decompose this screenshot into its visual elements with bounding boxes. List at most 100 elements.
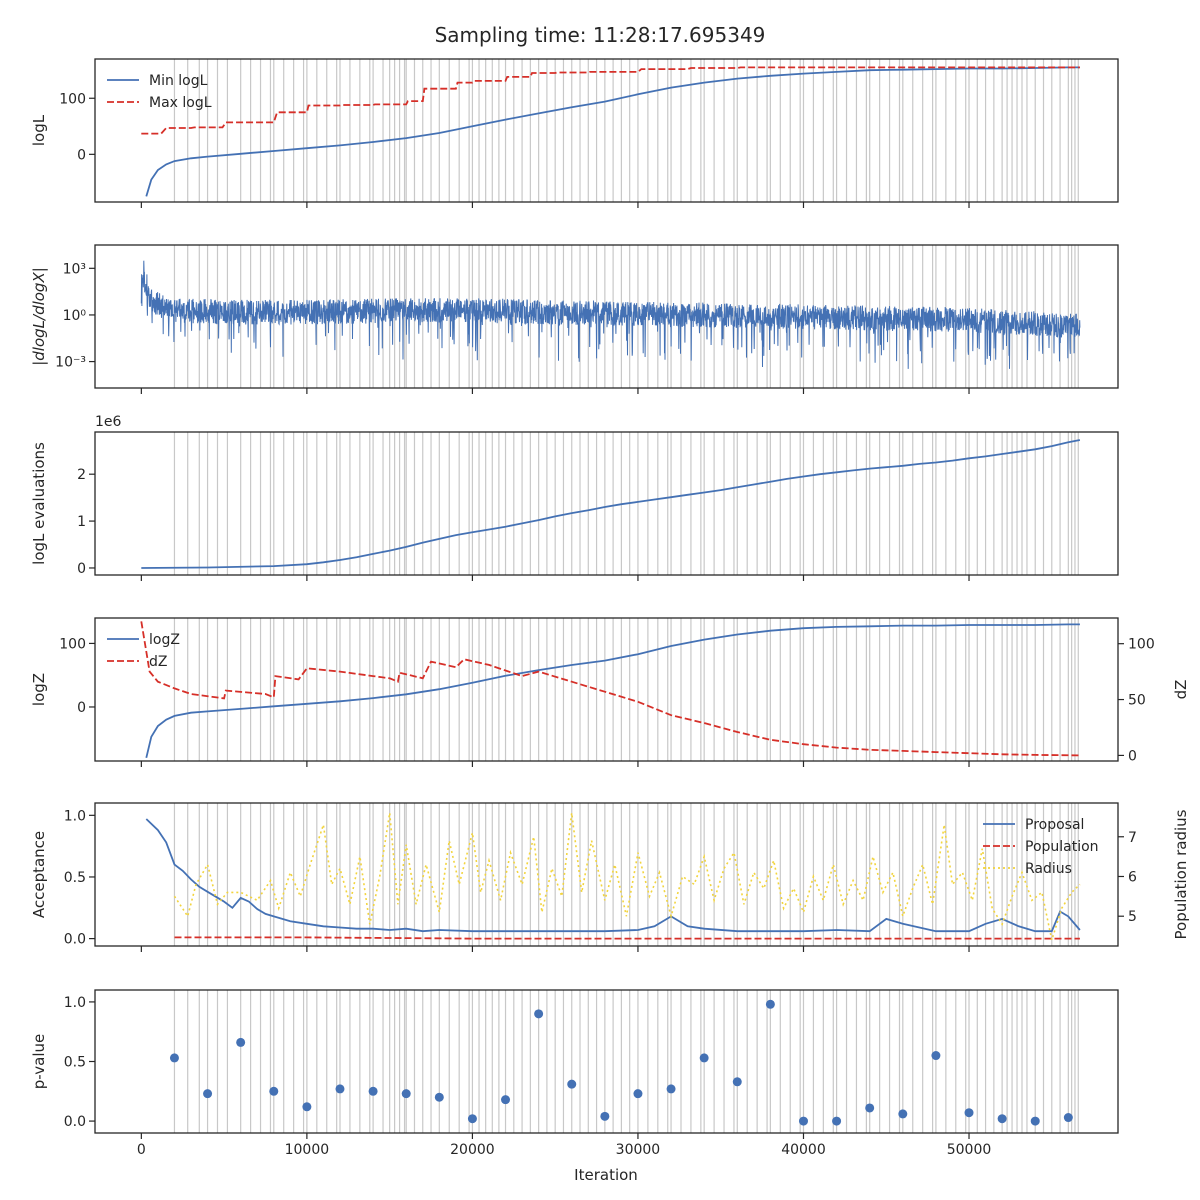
- data-point: [401, 1089, 411, 1099]
- event-lines: [173, 618, 1079, 761]
- x-tick-label: 50000: [947, 1142, 992, 1158]
- y-tick-label: 2: [77, 467, 86, 483]
- series-line: [145, 623, 1080, 759]
- x-tick-label: 20000: [450, 1142, 495, 1158]
- data-point: [666, 1084, 676, 1094]
- data-point: [269, 1086, 279, 1096]
- series-group: [140, 621, 1080, 759]
- data-point: [732, 1077, 742, 1087]
- panel-3: 0 1 2 logL evaluations 1e6: [30, 414, 1119, 581]
- data-point: [1030, 1116, 1040, 1126]
- series-group: [145, 812, 1081, 944]
- event-lines: [173, 432, 1079, 575]
- legend: Min logL Max logL: [107, 73, 212, 111]
- y-axis-label: logL: [30, 114, 48, 146]
- y-axis-ticks: 0 100: [59, 636, 95, 716]
- y-right-tick-label: 50: [1128, 693, 1146, 709]
- x-axis-ticks: [140, 946, 970, 952]
- x-axis-ticks: 0 10000 20000 30000 40000 50000: [137, 1133, 991, 1158]
- legend-entry-label: Radius: [1025, 861, 1072, 877]
- series-line: [145, 66, 1080, 197]
- y-axis-ticks: 10⁻³ 10⁰ 10³: [55, 261, 95, 371]
- panel-5: 0.0 0.5 1.0 5 6 7 Population radius Acceptance P…: [30, 802, 1190, 952]
- y-axis-ticks: 0 100: [59, 91, 95, 163]
- data-point: [203, 1089, 213, 1099]
- panel-1: 0 100 logL Min logL Max logL: [30, 58, 1119, 208]
- y-right-tick-label: 0: [1128, 748, 1137, 764]
- series-line: [140, 621, 1080, 757]
- data-point: [997, 1114, 1007, 1124]
- y-tick-label: 10⁰: [63, 308, 87, 324]
- y-tick-label: 0.0: [64, 1114, 86, 1130]
- y-tick-label: 100: [59, 91, 86, 107]
- x-axis-ticks: [140, 388, 970, 394]
- panel-2: 10⁻³ 10⁰ 10³ |dlogL/dlogX|: [30, 244, 1119, 394]
- legend-entry-label: logZ: [149, 632, 180, 648]
- x-axis-ticks: [140, 761, 970, 767]
- y-axis-ticks: 0.0 0.5 1.0: [64, 995, 95, 1130]
- data-point: [865, 1103, 875, 1113]
- series-line: [140, 260, 1081, 369]
- series-line: [141, 66, 1080, 135]
- legend-entry-label: Proposal: [1025, 817, 1084, 833]
- data-point: [501, 1095, 511, 1105]
- y-axis-label: logZ: [30, 673, 48, 706]
- data-point: [964, 1108, 974, 1118]
- y-axis-ticks: 0.0 0.5 1.0: [64, 808, 95, 948]
- series-group: [141, 439, 1081, 569]
- data-point: [633, 1089, 643, 1099]
- series-line: [173, 812, 1081, 944]
- x-axis-label: Iteration: [574, 1166, 638, 1184]
- data-point: [1063, 1113, 1073, 1123]
- y-right-tick-label: 100: [1128, 637, 1155, 653]
- x-axis-ticks: [140, 575, 970, 581]
- data-point: [898, 1109, 908, 1119]
- y-right-tick-label: 5: [1128, 909, 1137, 925]
- y-tick-label: 0.0: [64, 932, 86, 948]
- panel-6: 0.0 0.5 1.0 0 10000 20000 30000 40000 50000 p-val…: [30, 989, 1119, 1158]
- x-tick-label: 0: [137, 1142, 146, 1158]
- y-tick-label: 0.5: [64, 870, 86, 886]
- x-tick-label: 40000: [781, 1142, 826, 1158]
- y-right-axis-label: dZ: [1172, 680, 1190, 700]
- y-tick-label: 10⁻³: [55, 355, 86, 371]
- event-lines: [173, 59, 1079, 202]
- series-group: [141, 66, 1080, 197]
- data-point: [169, 1053, 179, 1063]
- series-line: [174, 936, 1080, 940]
- y-tick-label: 0: [77, 700, 86, 716]
- data-point: [236, 1037, 246, 1047]
- legend-entry-label: dZ: [149, 654, 167, 670]
- data-point: [302, 1102, 312, 1112]
- y-tick-label: 0: [77, 147, 86, 163]
- event-lines: [173, 803, 1079, 946]
- y-right-tick-label: 6: [1128, 869, 1137, 885]
- data-point: [567, 1079, 577, 1089]
- x-axis-ticks: [140, 202, 970, 208]
- y-tick-label: 100: [59, 636, 86, 652]
- y-tick-label: 1.0: [64, 808, 86, 824]
- data-point: [600, 1111, 610, 1121]
- y-tick-label: 1: [77, 514, 86, 530]
- axes-frame: [94, 802, 1119, 947]
- y-right-axis-label: Population radius: [1172, 809, 1190, 939]
- x-tick-label: 10000: [285, 1142, 330, 1158]
- axes-frame: [94, 989, 1119, 1134]
- axes-frame: [94, 431, 1119, 576]
- y-axis-label: Acceptance: [30, 831, 48, 918]
- y-tick-label: 10³: [63, 261, 86, 277]
- data-point: [765, 999, 775, 1009]
- y-tick-label: 0: [77, 561, 86, 577]
- data-point: [335, 1084, 345, 1094]
- y-right-tick-label: 7: [1128, 830, 1137, 846]
- axes-frame: [94, 58, 1119, 203]
- x-tick-label: 30000: [616, 1142, 661, 1158]
- y-tick-label: 0.5: [64, 1055, 86, 1071]
- y-axis-label: logL evaluations: [30, 442, 48, 565]
- event-lines: [173, 990, 1079, 1133]
- figure-title: Sampling time: 11:28:17.695349: [435, 23, 766, 47]
- series-line: [141, 439, 1081, 569]
